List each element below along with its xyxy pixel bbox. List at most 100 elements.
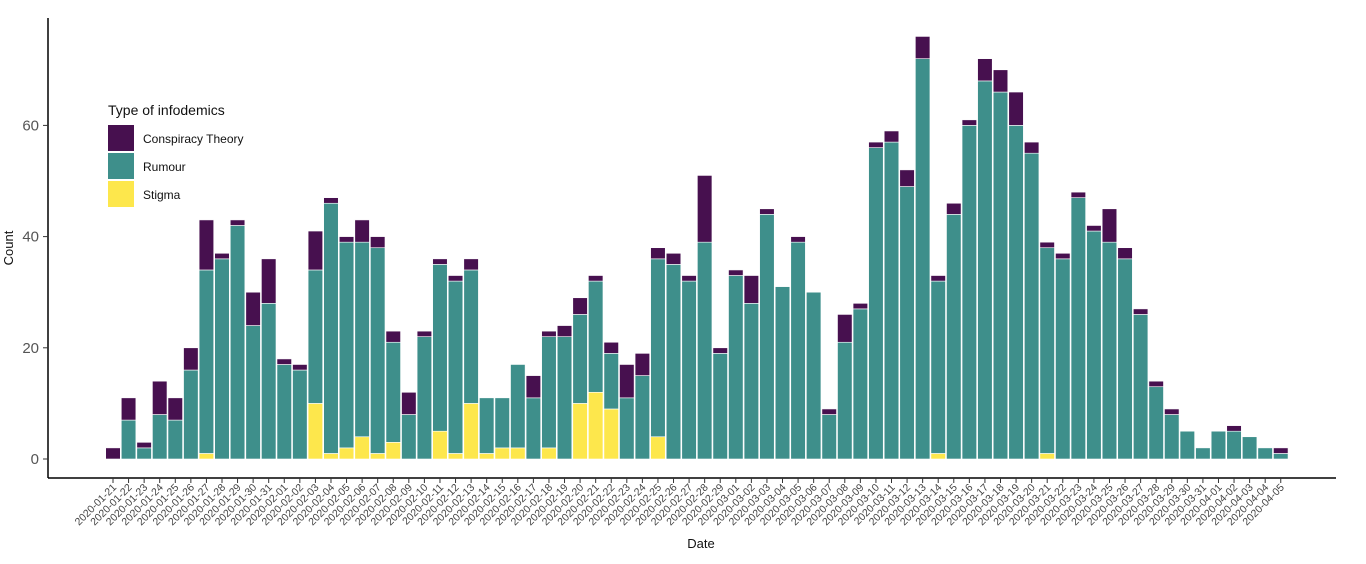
bar-rumour-2020-03-25 [1101, 241, 1118, 460]
bar-conspiracy-theory-2020-02-04 [323, 197, 339, 204]
bar-conspiracy-theory-2020-02-07 [370, 236, 386, 249]
bar-conspiracy-theory-2020-02-03 [307, 230, 324, 271]
bar-conspiracy-theory-2020-02-21 [588, 275, 604, 282]
bar-stigma-2020-02-03 [307, 403, 324, 460]
y-tick-label: 20 [22, 340, 39, 357]
bar-conspiracy-theory-2020-02-27 [681, 275, 697, 282]
bar-conspiracy-theory-2020-02-25 [650, 247, 666, 260]
bar-stigma-2020-02-20 [572, 403, 588, 460]
bar-rumour-2020-02-11 [432, 264, 448, 432]
bar-conspiracy-theory-2020-01-28 [214, 252, 230, 260]
bar-stigma-2020-02-05 [338, 447, 355, 460]
bar-rumour-2020-03-27 [1133, 314, 1149, 460]
bar-rumour-2020-02-18 [541, 336, 557, 449]
bar-rumour-2020-02-03 [307, 269, 324, 404]
bar-rumour-2020-02-17 [525, 397, 541, 460]
bar-conspiracy-theory-2020-03-03 [759, 208, 775, 215]
bar-conspiracy-theory-2020-03-05 [790, 236, 806, 243]
bar-conspiracy-theory-2020-01-29 [229, 219, 246, 226]
bar-conspiracy-theory-2020-02-06 [354, 219, 370, 243]
bar-conspiracy-theory-2020-02-24 [634, 353, 650, 376]
bar-rumour-2020-01-22 [120, 419, 137, 460]
bar-conspiracy-theory-2020-03-12 [899, 169, 915, 187]
bar-conspiracy-theory-2020-03-21 [1039, 241, 1055, 249]
bar-stigma-2020-02-14 [479, 453, 495, 460]
bar-rumour-2020-01-25 [167, 419, 183, 460]
bar-rumour-2020-03-31 [1195, 447, 1211, 460]
bar-conspiracy-theory-2020-03-29 [1164, 408, 1180, 415]
bar-conspiracy-theory-2020-03-01 [728, 269, 744, 276]
bar-rumour-2020-02-08 [385, 341, 401, 443]
bar-conspiracy-theory-2020-03-25 [1101, 208, 1118, 243]
bar-conspiracy-theory-2020-03-10 [868, 141, 884, 148]
bar-rumour-2020-03-29 [1164, 414, 1180, 460]
bar-rumour-2020-02-19 [556, 336, 573, 460]
bar-conspiracy-theory-2020-02-22 [603, 341, 619, 354]
bar-rumour-2020-03-04 [774, 286, 791, 460]
legend: Type of infodemics Conspiracy Theory Rumo… [108, 102, 244, 207]
bar-conspiracy-theory-2020-03-27 [1133, 308, 1149, 315]
bar-rumour-2020-03-11 [883, 141, 900, 460]
legend-swatch-rumour [108, 153, 134, 179]
bar-rumour-2020-04-03 [1242, 436, 1258, 460]
bar-rumour-2020-03-09 [852, 308, 868, 460]
bar-rumour-2020-03-05 [790, 241, 806, 460]
bar-stigma-2020-02-08 [385, 442, 401, 460]
bar-conspiracy-theory-2020-02-20 [572, 297, 588, 315]
bar-rumour-2020-03-23 [1070, 197, 1086, 460]
bar-rumour-2020-02-16 [510, 364, 526, 449]
bar-rumour-2020-03-19 [1008, 125, 1024, 460]
bar-stigma-2020-02-16 [510, 447, 526, 460]
bar-rumour-2020-01-29 [229, 225, 246, 460]
bar-conspiracy-theory-2020-03-11 [883, 130, 900, 143]
bar-rumour-2020-03-20 [1024, 152, 1040, 460]
bar-stigma-2020-02-12 [447, 453, 464, 460]
bar-conspiracy-theory-2020-01-24 [152, 380, 168, 415]
y-tick-label: 40 [22, 229, 39, 246]
bar-conspiracy-theory-2020-02-19 [556, 325, 573, 337]
bar-conspiracy-theory-2020-02-10 [416, 330, 433, 337]
bar-conspiracy-theory-2020-01-27 [198, 219, 215, 271]
bar-conspiracy-theory-2020-03-26 [1117, 247, 1133, 260]
y-axis-ticks: 0 20 40 60 [22, 117, 48, 468]
bar-rumour-2020-04-05 [1273, 453, 1289, 460]
bar-conspiracy-theory-2020-02-28 [697, 175, 713, 243]
bar-rumour-2020-03-08 [837, 341, 853, 460]
bar-stigma-2020-03-21 [1039, 453, 1055, 460]
bar-conspiracy-theory-2020-01-21 [105, 447, 121, 460]
bar-rumour-2020-03-18 [992, 91, 1009, 460]
bar-rumour-2020-02-07 [370, 247, 386, 454]
bar-rumour-2020-02-26 [665, 264, 682, 460]
bar-conspiracy-theory-2020-01-23 [136, 442, 152, 449]
bar-conspiracy-theory-2020-03-07 [821, 408, 837, 415]
legend-swatch-stigma [108, 181, 134, 207]
bar-rumour-2020-03-28 [1148, 386, 1164, 460]
bar-rumour-2020-04-04 [1257, 447, 1273, 460]
bar-stigma-2020-02-22 [603, 408, 619, 460]
bar-stigma-2020-02-04 [323, 453, 339, 460]
legend-label-rumour: Rumour [143, 160, 186, 174]
bar-rumour-2020-03-03 [759, 214, 775, 460]
bar-conspiracy-theory-2020-02-12 [447, 275, 464, 282]
bar-rumour-2020-02-10 [416, 336, 433, 460]
bar-conspiracy-theory-2020-02-08 [385, 330, 401, 343]
bar-conspiracy-theory-2020-02-18 [541, 330, 557, 337]
bar-rumour-2020-04-01 [1210, 430, 1227, 460]
bar-conspiracy-theory-2020-02-26 [665, 252, 682, 265]
bar-conspiracy-theory-2020-03-02 [743, 275, 759, 304]
bar-rumour-2020-02-28 [697, 241, 713, 460]
bar-conspiracy-theory-2020-03-22 [1055, 252, 1071, 260]
bar-rumour-2020-02-05 [338, 241, 355, 449]
bar-rumour-2020-01-30 [245, 325, 261, 460]
x-axis-ticks: 2020-01-212020-01-222020-01-232020-01-24… [73, 478, 1287, 528]
bar-rumour-2020-02-14 [479, 397, 495, 454]
bar-conspiracy-theory-2020-03-08 [837, 314, 853, 343]
bar-stigma-2020-02-06 [354, 436, 370, 460]
bar-conspiracy-theory-2020-03-28 [1148, 380, 1164, 388]
bar-rumour-2020-02-29 [712, 353, 728, 460]
bar-rumour-2020-03-24 [1086, 230, 1102, 460]
bar-stigma-2020-02-13 [463, 403, 479, 460]
bar-rumour-2020-02-15 [494, 397, 510, 449]
bar-rumour-2020-03-17 [977, 80, 993, 460]
